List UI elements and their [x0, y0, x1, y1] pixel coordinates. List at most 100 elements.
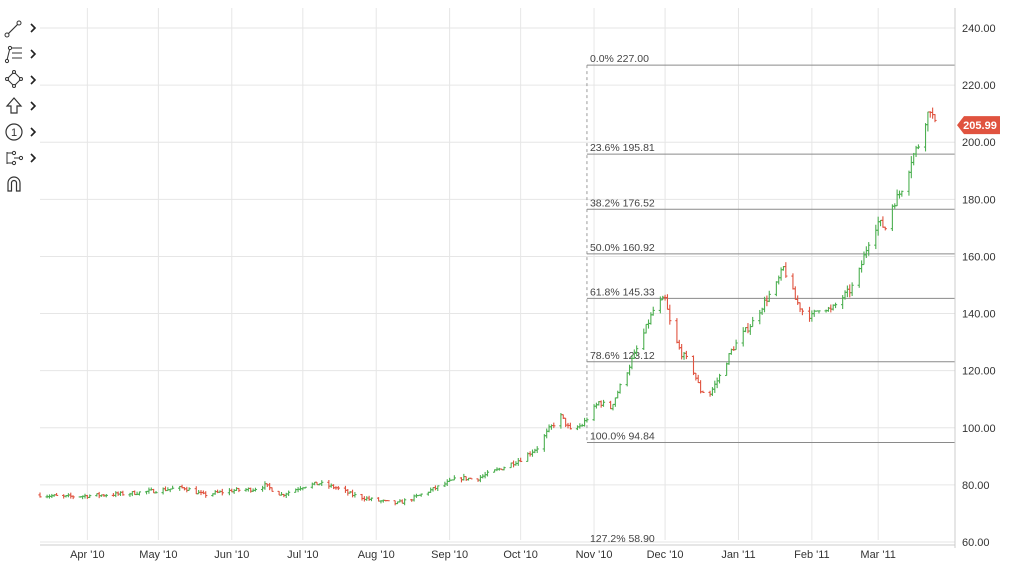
- ohlc-bar: [69, 492, 73, 499]
- ohlc-bar: [701, 390, 705, 393]
- ohlc-bar: [762, 296, 767, 313]
- ohlc-bar: [845, 285, 849, 298]
- ohlc-bar: [346, 489, 350, 496]
- ohlc-bar: [907, 170, 911, 196]
- pattern-tool[interactable]: [4, 148, 38, 170]
- ohlc-bar: [798, 302, 802, 313]
- ohlc-bar: [516, 457, 520, 466]
- ohlc-bar: [895, 189, 899, 207]
- ohlc-bar: [166, 487, 170, 492]
- ohlc-bar: [170, 485, 175, 490]
- ohlc-bar: [848, 284, 852, 298]
- ohlc-bar: [642, 328, 646, 350]
- ohlc-bar: [464, 476, 468, 481]
- ohlc-bar: [810, 310, 814, 322]
- ohlc-bar: [857, 267, 861, 288]
- ohlc-bar: [204, 491, 208, 498]
- ohlc-bar: [436, 485, 440, 492]
- fib-level-label: 100.0% 94.84: [590, 431, 655, 443]
- x-tick-label: Jun '10: [214, 549, 249, 561]
- ohlc-bar: [433, 485, 438, 491]
- ohlc-bar: [601, 399, 606, 407]
- ohlc-bar: [279, 491, 284, 496]
- ohlc-bar: [850, 282, 854, 297]
- shapes-tool[interactable]: [4, 70, 38, 92]
- ohlc-bar: [751, 316, 755, 328]
- ohlc-bar: [564, 417, 568, 428]
- y-tick-label: 80.00: [962, 480, 990, 492]
- ohlc-bar: [599, 400, 603, 408]
- ohlc-bar: [876, 216, 880, 236]
- y-tick-label: 240.00: [962, 23, 996, 35]
- ohlc-bar: [909, 156, 913, 179]
- ohlc-bar: [800, 308, 805, 316]
- ohlc-bar: [547, 424, 551, 433]
- ohlc-bar: [817, 310, 821, 314]
- ohlc-bar: [710, 387, 715, 396]
- ohlc-bar: [249, 487, 253, 493]
- ohlc-bar: [403, 498, 407, 506]
- trend-line-tool[interactable]: [4, 18, 38, 40]
- ohlc-bar: [303, 486, 307, 489]
- ohlc-bar: [618, 383, 622, 394]
- ohlc-bar: [796, 295, 800, 305]
- ohlc-bar: [696, 374, 700, 384]
- magnet-tool[interactable]: [4, 174, 38, 196]
- ohlc-bar: [545, 428, 549, 439]
- ohlc-bar: [111, 493, 115, 497]
- ohlc-bar: [462, 473, 466, 481]
- ohlc-bar: [649, 312, 653, 325]
- x-tick-label: May '10: [139, 549, 177, 561]
- ohlc-bar: [114, 491, 118, 498]
- ohlc-bar: [767, 290, 771, 303]
- ohlc-bar: [367, 495, 371, 501]
- ohlc-bar: [748, 324, 752, 335]
- y-tick-label: 160.00: [962, 251, 996, 263]
- ohlc-bar: [369, 497, 374, 502]
- ohlc-bar: [535, 446, 539, 454]
- ohlc-bar: [485, 470, 490, 477]
- x-tick-label: Jul '10: [287, 549, 318, 561]
- ohlc-bar: [393, 500, 397, 506]
- x-tick-label: Jan '11: [721, 549, 755, 561]
- ohlc-bar: [611, 403, 615, 411]
- ohlc-bar: [343, 485, 348, 493]
- ohlc-bar: [807, 306, 812, 322]
- ohlc-bar: [791, 273, 795, 290]
- pattern-icon: [6, 150, 37, 166]
- x-tick-label: Aug '10: [358, 549, 395, 561]
- ohlc-bar: [287, 490, 291, 497]
- ohlc-bar: [616, 390, 620, 399]
- ohlc-bar: [694, 372, 698, 381]
- numbered-marker-icon: 1: [5, 123, 37, 141]
- x-tick-label: Apr '10: [70, 549, 105, 561]
- annotation-tool[interactable]: 1: [4, 122, 38, 144]
- arrow-tool[interactable]: [4, 96, 38, 118]
- ohlc-bar: [185, 486, 189, 493]
- ohlc-bar: [658, 296, 662, 314]
- ohlc-bar: [635, 345, 639, 357]
- arrow-up-icon: [5, 97, 37, 114]
- fibonacci-retracement[interactable]: 0.0% 227.00 23.6% 195.81 38.2% 176.52 50.0%…: [586, 53, 955, 545]
- ohlc-bar: [651, 306, 655, 316]
- ohlc-bar: [860, 260, 864, 273]
- ohlc-bar: [916, 144, 921, 150]
- ohlc-bar: [137, 491, 142, 496]
- ohlc-bar: [452, 475, 456, 481]
- ohlc-bar: [829, 304, 833, 313]
- ohlc-bar: [833, 302, 838, 309]
- ohlc-bar: [277, 490, 281, 496]
- ohlc-bar: [668, 304, 672, 325]
- y-tick-label: 60.00: [962, 537, 990, 549]
- ohlc-bar: [931, 107, 935, 119]
- ohlc-bar: [734, 339, 738, 351]
- fibonacci-icon: [4, 45, 37, 64]
- ohlc-bar: [336, 486, 340, 491]
- ohlc-bar: [220, 488, 224, 496]
- ohlc-bar: [627, 364, 632, 376]
- ohlc-bar: [727, 353, 731, 365]
- ohlc-bar: [878, 219, 883, 227]
- fibonacci-tool[interactable]: [4, 44, 38, 66]
- last-price-tag: 205.99: [957, 116, 1000, 135]
